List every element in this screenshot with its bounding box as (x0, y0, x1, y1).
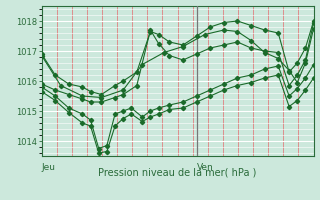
Text: Ven: Ven (196, 164, 213, 172)
Text: Jeu: Jeu (42, 164, 56, 172)
X-axis label: Pression niveau de la mer( hPa ): Pression niveau de la mer( hPa ) (99, 167, 257, 177)
